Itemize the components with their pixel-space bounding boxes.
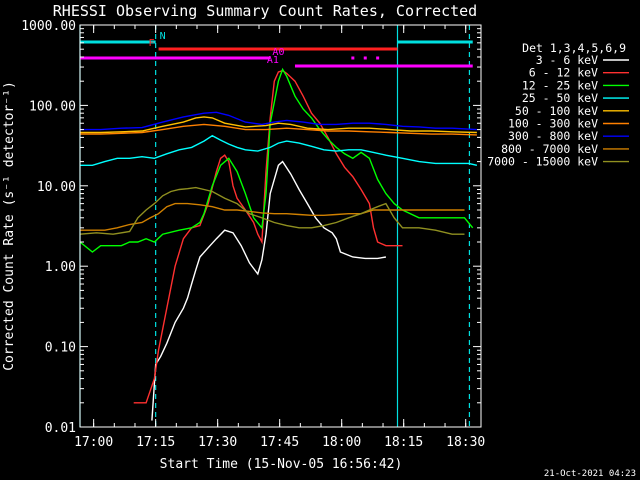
flag-label-a0: A0 bbox=[272, 47, 284, 58]
series-line-3-6-kev bbox=[151, 160, 387, 421]
series-line-800-7000-kev bbox=[80, 202, 465, 231]
y-tick-label: 1.00 bbox=[45, 260, 76, 275]
series-line-7000-15000-kev bbox=[79, 186, 465, 235]
y-tick-label: 0.10 bbox=[45, 341, 76, 356]
series-line-6-12-kev bbox=[133, 69, 403, 404]
x-axis-label: Start Time (15-Nov-05 16:56:42) bbox=[160, 457, 403, 472]
flag-dot bbox=[376, 56, 380, 60]
x-tick-label: 18:30 bbox=[446, 435, 485, 450]
x-tick-label: 17:30 bbox=[198, 435, 237, 450]
flag-label-n: N bbox=[160, 31, 166, 42]
flag-dot bbox=[351, 56, 355, 60]
series-line-300-800-kev bbox=[80, 111, 477, 131]
y-axis: 1000.00 100.00 10.00 1.00 0.10 0.01 bbox=[21, 19, 481, 436]
legend-label-100-300-kev: 100 - 300 keV bbox=[508, 117, 598, 131]
footer-timestamp: 21-Oct-2021 04:23 bbox=[544, 469, 636, 479]
series-line-25-50-kev bbox=[80, 134, 478, 166]
x-tick-label: 18:00 bbox=[322, 435, 361, 450]
flag-dot bbox=[363, 56, 367, 60]
y-axis-label: Corrected Count Rate (s⁻¹ detector⁻¹) bbox=[2, 81, 17, 371]
legend-label-50-100-kev: 50 - 100 keV bbox=[515, 104, 598, 118]
legend-label-25-50-kev: 25 - 50 keV bbox=[522, 91, 598, 105]
series-line-100-300-kev bbox=[80, 123, 477, 136]
x-tick-label: 17:00 bbox=[74, 435, 113, 450]
legend-label-3-6-kev: 3 - 6 keV bbox=[536, 53, 598, 67]
series-group bbox=[79, 67, 478, 421]
y-tick-label: 100.00 bbox=[29, 99, 76, 114]
flag-label-f: F bbox=[149, 38, 155, 49]
x-tick-label: 17:45 bbox=[260, 435, 299, 450]
y-tick-label: 10.00 bbox=[37, 180, 76, 195]
x-axis: 17:00 17:15 17:30 17:45 18:00 18:15 18:30 bbox=[74, 25, 485, 450]
vline-group bbox=[79, 25, 471, 427]
series-line-50-100-kev bbox=[80, 116, 477, 134]
y-tick-label: 1000.00 bbox=[21, 19, 76, 34]
legend-title: Det 1,3,4,5,6,9 bbox=[522, 41, 626, 55]
x-tick-label: 18:15 bbox=[384, 435, 423, 450]
flag-label-a1: A1 bbox=[267, 55, 279, 66]
legend-label-7000-15000-kev: 7000 - 15000 keV bbox=[487, 155, 598, 169]
legend-label-6-12-kev: 6 - 12 keV bbox=[529, 66, 598, 80]
legend-label-800-7000-kev: 800 - 7000 keV bbox=[501, 142, 598, 156]
y-tick-label: 0.01 bbox=[45, 421, 76, 436]
legend-label-12-25-kev: 12 - 25 keV bbox=[522, 78, 598, 92]
legend-label-300-800-kev: 300 - 800 keV bbox=[508, 129, 598, 143]
x-tick-label: 17:15 bbox=[136, 435, 175, 450]
plot-frame bbox=[79, 24, 482, 428]
chart-title: RHESSI Observing Summary Count Rates, Co… bbox=[53, 2, 477, 20]
